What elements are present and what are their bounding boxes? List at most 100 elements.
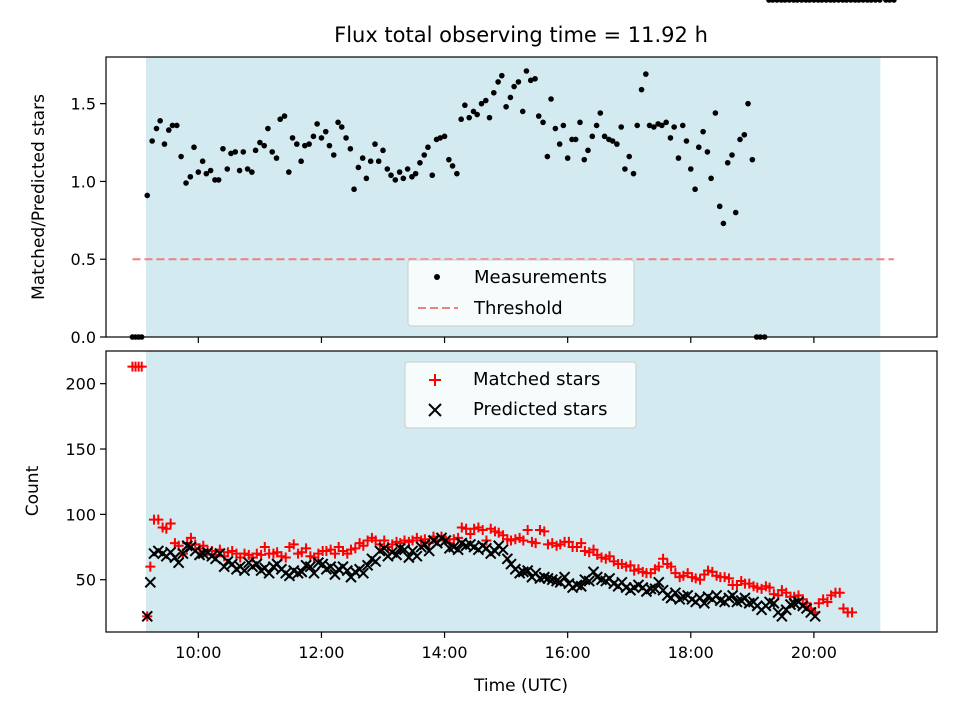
measurement-point	[375, 158, 382, 165]
predicted-star-point	[809, 610, 821, 623]
predicted-star-point	[172, 557, 185, 569]
measurement-point	[261, 142, 267, 149]
predicted-star-point	[316, 558, 329, 570]
measurement-point	[519, 108, 526, 115]
y-tick-label: 1.0	[71, 172, 96, 191]
measurement-point	[749, 156, 756, 163]
x-tick-label: 18:00	[668, 643, 714, 662]
predicted-star-point	[238, 564, 251, 577]
matched-star-point	[764, 582, 775, 593]
measurement-point	[207, 167, 214, 174]
predicted-star-point	[193, 549, 206, 561]
measurement-point	[409, 173, 415, 180]
top-panel-frame	[105, 56, 938, 338]
y-tick-label: 150	[65, 440, 96, 459]
measurement-point	[523, 68, 530, 74]
predicted-star-point	[550, 575, 563, 587]
measurement-point	[335, 119, 341, 126]
measurement-point	[330, 152, 337, 158]
predicted-star-point	[575, 580, 587, 592]
predicted-star-point	[513, 567, 526, 579]
measurement-point	[622, 166, 628, 172]
predicted-star-point	[324, 560, 337, 573]
measurement-point	[663, 119, 669, 126]
measurement-point	[638, 86, 645, 93]
measurement-point	[823, 0, 829, 3]
measurement-point	[819, 0, 825, 3]
predicted-star-point	[440, 534, 452, 547]
predicted-star-point	[141, 610, 153, 623]
legend-measurements-label: Measurements	[474, 267, 607, 288]
predicted-star-point	[726, 589, 739, 602]
measurement-point	[798, 0, 805, 3]
y-tick-label: 100	[65, 505, 96, 524]
measurement-point	[322, 128, 329, 135]
matched-star-point	[576, 538, 587, 549]
matched-star-point	[477, 525, 488, 536]
legend-predicted-marker	[428, 403, 442, 417]
measurement-point	[630, 170, 637, 177]
measurement-point	[886, 0, 893, 3]
measurement-point	[183, 180, 189, 186]
predicted-star-point	[784, 598, 797, 611]
measurement-point	[149, 138, 155, 144]
measurement-point	[220, 145, 226, 152]
matched-star-point	[539, 526, 550, 537]
measurement-point	[466, 114, 472, 121]
measurement-point	[441, 133, 448, 140]
measurement-point	[429, 172, 436, 179]
measurement-point	[560, 122, 567, 129]
measurement-point	[564, 155, 571, 161]
measurement-point	[310, 133, 317, 140]
measurement-point	[257, 139, 263, 146]
predicted-star-point	[144, 576, 157, 589]
measurement-point	[289, 135, 296, 141]
legend-matched-marker	[429, 374, 441, 386]
matched-star-point	[588, 544, 599, 555]
legend-measurements-marker	[434, 274, 440, 280]
measurement-point	[236, 167, 243, 174]
measurement-point	[626, 153, 633, 160]
matched-star-point	[822, 596, 833, 607]
legend-threshold-label: Threshold	[473, 298, 563, 319]
measurement-point	[199, 158, 206, 165]
matched-star-point	[625, 560, 636, 571]
measurement-point	[153, 125, 160, 132]
measurement-point	[372, 141, 378, 147]
matched-star-point	[379, 535, 390, 546]
measurement-point	[400, 175, 407, 182]
y-tick-label: 200	[65, 375, 96, 394]
measurement-point	[835, 0, 842, 3]
measurement-point	[491, 89, 497, 96]
measurement-point	[700, 128, 706, 135]
measurement-point	[232, 149, 239, 155]
matched-star-point	[658, 553, 669, 564]
measurement-point	[425, 144, 431, 151]
predicted-star-point	[304, 560, 317, 573]
measurement-point	[249, 169, 255, 175]
measurement-point	[634, 122, 641, 129]
bottom-legend: Matched stars Predicted stars	[404, 361, 637, 429]
measurement-point	[708, 175, 714, 182]
measurement-point	[872, 0, 879, 3]
predicted-star-point	[296, 566, 308, 578]
measurement-point	[695, 144, 702, 151]
predicted-star-point	[710, 589, 723, 602]
matched-star-point	[723, 573, 734, 584]
y-tick-label: 0.5	[71, 250, 96, 269]
measurement-point	[421, 152, 428, 158]
measurement-point	[712, 110, 719, 116]
measurement-point	[363, 175, 370, 182]
y-tick-label: 50	[76, 571, 96, 590]
matched-star-point	[280, 552, 291, 563]
matched-star-point	[153, 514, 164, 525]
measurement-point	[614, 141, 620, 147]
measurement-point	[244, 166, 251, 172]
measurement-point	[449, 163, 456, 169]
predicted-star-point	[452, 543, 464, 556]
predicted-star-point	[653, 576, 665, 589]
bottom-panel: 50 100 150 200 10:00 12:00 14:00 16:00 18:00 20:…	[23, 351, 938, 696]
matched-star-point	[136, 361, 147, 372]
predicted-star-point	[698, 597, 711, 609]
measurement-point	[178, 153, 184, 160]
